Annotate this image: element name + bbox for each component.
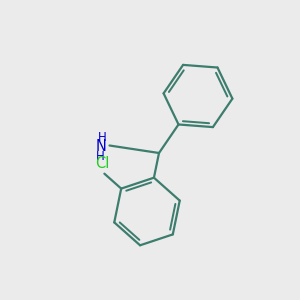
Text: H: H xyxy=(95,149,104,163)
Text: N: N xyxy=(96,139,106,154)
Text: H: H xyxy=(98,130,107,144)
Text: Cl: Cl xyxy=(95,156,109,171)
